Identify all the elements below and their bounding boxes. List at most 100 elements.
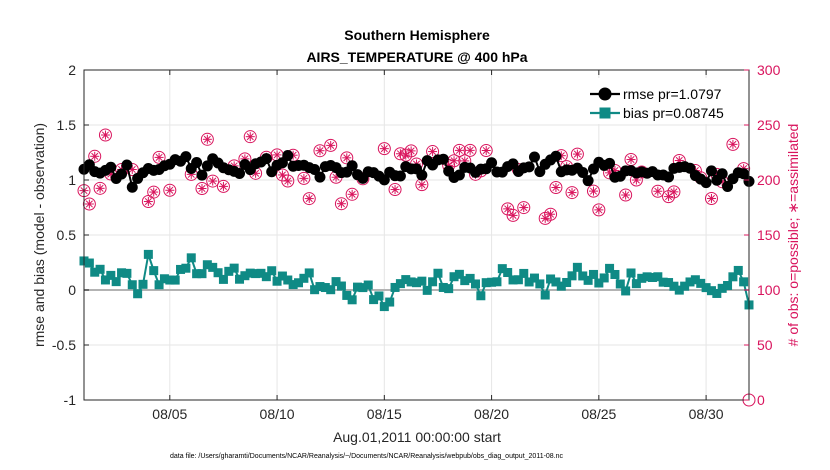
asterisk-stroke — [729, 140, 737, 148]
bias-point — [390, 282, 400, 292]
bias-point — [540, 290, 550, 300]
rmse-point — [507, 158, 519, 170]
bias-point — [342, 290, 352, 300]
obs-assimilated-marker — [165, 185, 175, 195]
bias-point — [235, 274, 245, 284]
legend-bias-label: bias pr=0.08745 — [623, 105, 724, 121]
bias-point — [117, 268, 127, 278]
asterisk-stroke — [91, 152, 99, 160]
bias-point — [454, 269, 464, 279]
asterisk-stroke — [305, 195, 313, 203]
legend-rmse-marker — [598, 87, 612, 101]
obs-assimilated-marker — [417, 180, 427, 190]
obs-assimilated-marker — [551, 182, 561, 192]
y2-tick-label: 250 — [757, 117, 781, 133]
legend-rmse-label: rmse pr=1.0797 — [623, 86, 722, 102]
x-tick-label: 08/20 — [474, 406, 509, 422]
bias-point — [294, 278, 304, 288]
obs-assimilated-marker — [481, 146, 491, 156]
bias-point — [315, 282, 325, 292]
bias-point — [111, 277, 121, 287]
asterisk-stroke — [166, 186, 174, 194]
bias-point — [406, 277, 416, 287]
obs-possible-marker — [662, 190, 676, 204]
bias-point — [674, 285, 684, 295]
obs-assimilated-marker — [540, 213, 550, 223]
obs-possible-marker — [324, 138, 338, 152]
bias-point — [245, 268, 255, 278]
asterisk-stroke — [429, 147, 437, 156]
rmse-point — [191, 157, 203, 169]
asterisk-stroke — [101, 131, 110, 139]
obs-assimilated-marker — [299, 173, 309, 183]
asterisk-stroke — [348, 190, 356, 198]
bias-point — [267, 266, 277, 276]
bias-point — [438, 282, 448, 292]
asterisk-stroke — [450, 157, 458, 165]
bias-point — [594, 278, 604, 288]
bias-point — [326, 285, 336, 295]
bias-point — [572, 262, 582, 272]
obs-possible-marker — [163, 183, 177, 197]
obs-assimilated-marker — [326, 140, 336, 150]
rmse-point — [604, 157, 616, 169]
asterisk-stroke — [573, 150, 581, 158]
asterisk-stroke — [316, 147, 324, 155]
bias-point — [642, 272, 652, 282]
rmse-point — [260, 153, 272, 165]
rmse-point — [437, 153, 449, 165]
obs-possible-marker — [152, 150, 166, 164]
ticks-layer: 08/05 08/10 08/15 08/20 08/25 08/30 -1 -0.5 0 0.5… — [52, 62, 781, 422]
asterisk-stroke — [144, 197, 152, 206]
bias-point — [481, 278, 491, 288]
bias-point — [358, 283, 368, 293]
asterisk-stroke — [670, 188, 678, 196]
obs-assimilated-marker — [428, 147, 438, 157]
obs-possible-marker — [206, 174, 220, 188]
bias-point — [605, 263, 615, 273]
obs-assimilated-marker — [143, 197, 153, 207]
bias-point — [513, 275, 523, 285]
rmse-point — [577, 166, 589, 178]
rmse-point — [705, 165, 717, 177]
rmse-point — [523, 161, 535, 173]
obs-possible-marker — [549, 180, 563, 194]
asterisk-stroke — [337, 200, 345, 208]
bias-point — [374, 291, 384, 301]
x-tick-label: 08/25 — [581, 406, 616, 422]
bias-point — [535, 279, 545, 289]
obs-possible-marker — [200, 132, 214, 146]
obs-assimilated-marker — [251, 168, 261, 178]
y-tick-label: 1 — [68, 172, 76, 188]
obs-assimilated-marker — [202, 134, 212, 144]
asterisk-stroke — [541, 214, 549, 222]
obs-possible-marker — [404, 144, 418, 158]
bias-point — [465, 273, 475, 283]
bias-point — [653, 272, 663, 282]
asterisk-stroke — [482, 146, 490, 155]
bias-point — [583, 275, 593, 285]
bias-point — [631, 279, 641, 289]
asterisk-stroke — [380, 145, 388, 153]
bias-point — [261, 272, 271, 282]
bias-point — [395, 279, 405, 289]
asterisk-stroke — [654, 187, 662, 195]
rmse-point — [738, 168, 750, 180]
obs-assimilated-marker — [379, 144, 389, 154]
rmse-point — [700, 177, 712, 189]
x-tick-label: 08/05 — [152, 406, 187, 422]
asterisk-stroke — [128, 165, 136, 174]
obs-possible-marker — [544, 207, 558, 221]
bias-point — [492, 277, 502, 287]
legend: rmse pr=1.0797 bias pr=0.08745 — [585, 78, 737, 124]
y-tick-label: 0 — [68, 282, 76, 298]
obs-possible-marker — [463, 143, 477, 157]
obs-assimilated-marker — [149, 187, 159, 197]
obs-assimilated-marker — [588, 186, 598, 196]
asterisk-stroke — [595, 206, 603, 214]
bias-point — [433, 268, 443, 278]
asterisk-stroke — [209, 177, 217, 185]
obs-assimilated-marker — [283, 176, 293, 186]
y-tick-label: -1 — [64, 392, 77, 408]
